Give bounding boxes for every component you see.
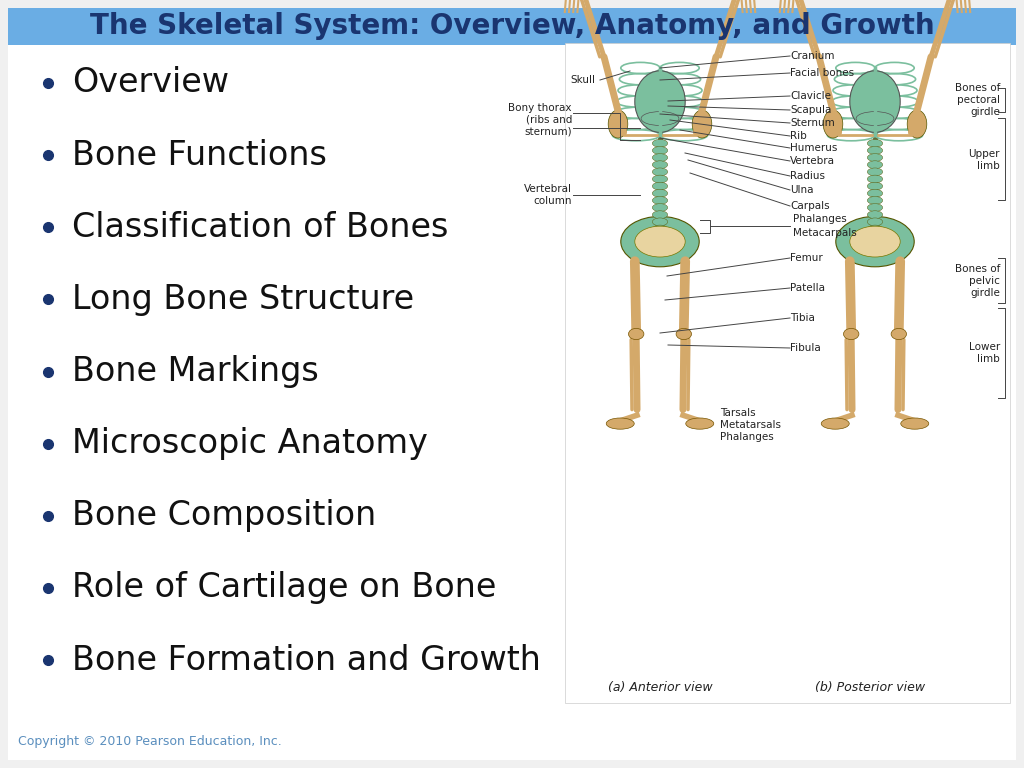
Text: Classification of Bones: Classification of Bones — [72, 210, 449, 243]
Text: Vertebral
column: Vertebral column — [524, 184, 572, 206]
Ellipse shape — [867, 204, 883, 211]
Ellipse shape — [850, 227, 900, 257]
Ellipse shape — [652, 147, 668, 154]
Ellipse shape — [686, 418, 714, 429]
Text: Role of Cartilage on Bone: Role of Cartilage on Bone — [72, 571, 497, 604]
Text: (b) Posterior view: (b) Posterior view — [815, 681, 925, 694]
Text: Phalanges: Phalanges — [720, 432, 774, 442]
Ellipse shape — [635, 227, 685, 257]
Text: Radius: Radius — [790, 171, 825, 181]
Text: Sternum: Sternum — [790, 118, 835, 128]
Ellipse shape — [867, 175, 883, 183]
Text: Tibia: Tibia — [790, 313, 815, 323]
Ellipse shape — [836, 217, 914, 266]
Ellipse shape — [867, 190, 883, 197]
Text: Overview: Overview — [72, 67, 229, 100]
Ellipse shape — [652, 140, 668, 147]
Text: Carpals: Carpals — [790, 201, 829, 211]
Text: Cranium: Cranium — [790, 51, 835, 61]
Ellipse shape — [844, 329, 859, 339]
Ellipse shape — [621, 217, 699, 266]
Ellipse shape — [901, 418, 929, 429]
Text: Bony thorax
(ribs and
sternum): Bony thorax (ribs and sternum) — [509, 104, 572, 137]
Text: Clavicle: Clavicle — [790, 91, 831, 101]
Text: Ulna: Ulna — [790, 185, 813, 195]
Text: Metatarsals: Metatarsals — [720, 420, 781, 430]
Ellipse shape — [867, 161, 883, 169]
Ellipse shape — [823, 110, 843, 138]
Ellipse shape — [641, 111, 679, 125]
Ellipse shape — [635, 71, 685, 132]
Text: Fibula: Fibula — [790, 343, 821, 353]
Text: Bones of
pelvic
girdle: Bones of pelvic girdle — [954, 264, 1000, 298]
Bar — [8, 8, 1016, 45]
Text: Skull: Skull — [570, 75, 595, 85]
Ellipse shape — [652, 182, 668, 190]
Ellipse shape — [606, 418, 634, 429]
FancyBboxPatch shape — [8, 8, 1016, 760]
Ellipse shape — [629, 329, 644, 339]
Ellipse shape — [652, 175, 668, 183]
Ellipse shape — [652, 218, 668, 226]
Ellipse shape — [867, 147, 883, 154]
Text: Rib: Rib — [790, 131, 807, 141]
Ellipse shape — [652, 232, 668, 240]
Ellipse shape — [652, 225, 668, 233]
Ellipse shape — [867, 232, 883, 240]
Ellipse shape — [867, 154, 883, 161]
Text: Metacarpals: Metacarpals — [793, 228, 857, 238]
Text: Bones of
pectoral
girdle: Bones of pectoral girdle — [954, 84, 1000, 117]
Text: Patella: Patella — [790, 283, 825, 293]
Ellipse shape — [652, 197, 668, 204]
Text: Microscopic Anatomy: Microscopic Anatomy — [72, 427, 428, 460]
Ellipse shape — [821, 418, 849, 429]
Text: Upper
limb: Upper limb — [969, 149, 1000, 170]
Text: Copyright © 2010 Pearson Education, Inc.: Copyright © 2010 Pearson Education, Inc. — [18, 735, 282, 748]
Ellipse shape — [652, 154, 668, 161]
Text: Lower
limb: Lower limb — [969, 343, 1000, 364]
Ellipse shape — [652, 210, 668, 219]
Bar — [565, 43, 1010, 703]
Ellipse shape — [867, 168, 883, 176]
Text: Bone Functions: Bone Functions — [72, 139, 327, 171]
Text: Bone Composition: Bone Composition — [72, 499, 376, 532]
Ellipse shape — [652, 190, 668, 197]
Text: Long Bone Structure: Long Bone Structure — [72, 283, 414, 316]
Ellipse shape — [867, 225, 883, 233]
Ellipse shape — [907, 110, 927, 138]
Ellipse shape — [891, 329, 906, 339]
Text: The Skeletal System: Overview, Anatomy, and Growth: The Skeletal System: Overview, Anatomy, … — [90, 12, 934, 41]
Text: Humerus: Humerus — [790, 143, 838, 153]
Ellipse shape — [867, 218, 883, 226]
Ellipse shape — [856, 111, 894, 125]
Ellipse shape — [867, 210, 883, 219]
Text: Bone Markings: Bone Markings — [72, 355, 318, 388]
Text: Phalanges: Phalanges — [793, 214, 847, 224]
Ellipse shape — [676, 329, 691, 339]
Ellipse shape — [867, 182, 883, 190]
Text: Femur: Femur — [790, 253, 822, 263]
Text: (a) Anterior view: (a) Anterior view — [607, 681, 713, 694]
Ellipse shape — [692, 110, 712, 138]
Ellipse shape — [867, 140, 883, 147]
Text: Vertebra: Vertebra — [790, 156, 835, 166]
Ellipse shape — [652, 204, 668, 211]
Ellipse shape — [867, 197, 883, 204]
Ellipse shape — [652, 161, 668, 169]
Ellipse shape — [608, 110, 628, 138]
Text: Bone Formation and Growth: Bone Formation and Growth — [72, 644, 541, 677]
Text: Scapula: Scapula — [790, 105, 831, 115]
Ellipse shape — [850, 71, 900, 132]
Text: Facial bones: Facial bones — [790, 68, 854, 78]
Text: Tarsals: Tarsals — [720, 408, 756, 418]
Ellipse shape — [652, 168, 668, 176]
